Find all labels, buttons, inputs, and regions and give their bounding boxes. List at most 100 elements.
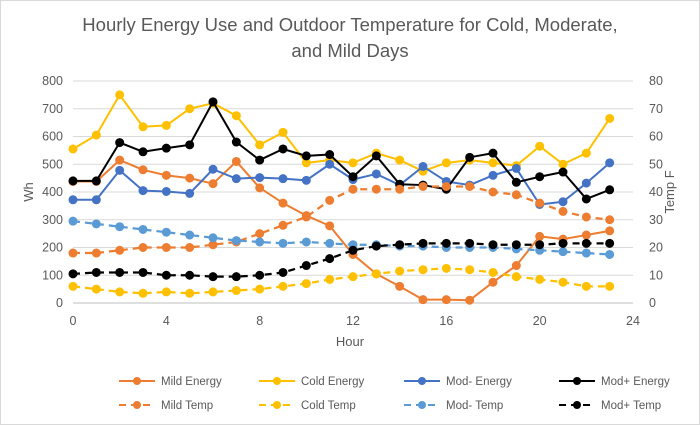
data-point (581, 178, 591, 188)
series-line (72, 93, 611, 173)
x-tick-label: 16 (439, 314, 453, 328)
data-point (278, 220, 288, 230)
data-point (511, 190, 521, 200)
data-point (91, 219, 101, 229)
data-point (278, 144, 288, 154)
legend-item: Mod+ Energy (559, 376, 670, 388)
data-point (278, 127, 288, 137)
data-point (488, 267, 498, 277)
data-point (395, 155, 405, 165)
data-point (418, 265, 428, 275)
data-point (231, 111, 241, 121)
data-point (441, 263, 451, 273)
data-point (255, 229, 265, 239)
data-point (488, 158, 498, 168)
data-point (581, 148, 591, 158)
data-point (255, 270, 265, 280)
data-point (558, 159, 568, 169)
data-point (115, 165, 125, 175)
axes: 0100200300400500600700800010203040506070… (42, 74, 663, 328)
series-mild-temp (68, 181, 615, 258)
legend-item: Mod+ Temp (559, 400, 661, 412)
data-point (511, 177, 521, 187)
data-point (535, 198, 545, 208)
data-point (488, 277, 498, 287)
series-cold-energy (68, 90, 615, 176)
x-axis-label: Hour (336, 334, 365, 349)
data-point (535, 172, 545, 182)
x-tick-label: 0 (70, 314, 77, 328)
data-point (278, 238, 288, 248)
data-point (208, 164, 218, 174)
legend-label: Cold Temp (301, 400, 356, 412)
x-tick-label: 4 (163, 314, 170, 328)
data-point (255, 237, 265, 247)
data-point (91, 176, 101, 186)
data-point (115, 90, 125, 100)
data-point (325, 274, 335, 284)
data-point (301, 151, 311, 161)
y-tick-label: 100 (42, 268, 63, 282)
data-point (185, 188, 195, 198)
data-point (418, 181, 428, 191)
data-point (325, 159, 335, 169)
data-point (371, 269, 381, 279)
legend-item: Mod- Energy (404, 376, 512, 388)
data-point (488, 187, 498, 197)
legend-label: Mod- Energy (446, 376, 512, 388)
data-point (581, 248, 591, 258)
data-point (138, 267, 148, 277)
y2-tick-label: 50 (649, 157, 663, 171)
data-point (185, 173, 195, 183)
data-point (441, 181, 451, 191)
y2-axis-label: Temp F (662, 170, 677, 213)
data-point (278, 174, 288, 184)
y-axis-label: Wh (21, 182, 36, 202)
data-point (558, 277, 568, 287)
data-point (325, 238, 335, 248)
data-point (558, 167, 568, 177)
data-point (278, 267, 288, 277)
legend-item: Cold Energy (259, 376, 365, 388)
data-point (255, 183, 265, 193)
y2-tick-label: 80 (649, 74, 663, 88)
data-point (91, 248, 101, 258)
data-point (605, 113, 615, 123)
data-point (255, 284, 265, 294)
data-point (115, 267, 125, 277)
data-point (231, 236, 241, 246)
data-point (371, 151, 381, 161)
data-point (255, 173, 265, 183)
data-point (161, 186, 171, 196)
data-point (185, 243, 195, 252)
series-lines (68, 90, 615, 305)
data-point (325, 150, 335, 160)
data-point (535, 240, 545, 250)
data-point (348, 158, 358, 168)
data-point (115, 138, 125, 148)
legend-marker (573, 401, 581, 409)
data-point (91, 130, 101, 140)
data-point (395, 266, 405, 276)
data-point (68, 144, 78, 154)
data-point (68, 248, 78, 258)
legend-label: Mild Energy (161, 376, 222, 388)
data-point (465, 152, 475, 162)
legend-label: Mod+ Temp (601, 400, 661, 412)
legend-marker (273, 401, 281, 409)
legend-marker (273, 377, 281, 385)
y2-tick-label: 20 (649, 241, 663, 255)
data-point (255, 140, 265, 150)
data-point (581, 212, 591, 222)
data-point (558, 206, 568, 216)
data-point (488, 148, 498, 158)
data-point (161, 243, 171, 252)
data-point (465, 265, 475, 275)
data-point (138, 288, 148, 298)
data-point (138, 147, 148, 157)
y-tick-label: 500 (42, 157, 63, 171)
data-point (465, 295, 475, 305)
y-tick-label: 600 (42, 130, 63, 144)
data-point (605, 238, 615, 248)
